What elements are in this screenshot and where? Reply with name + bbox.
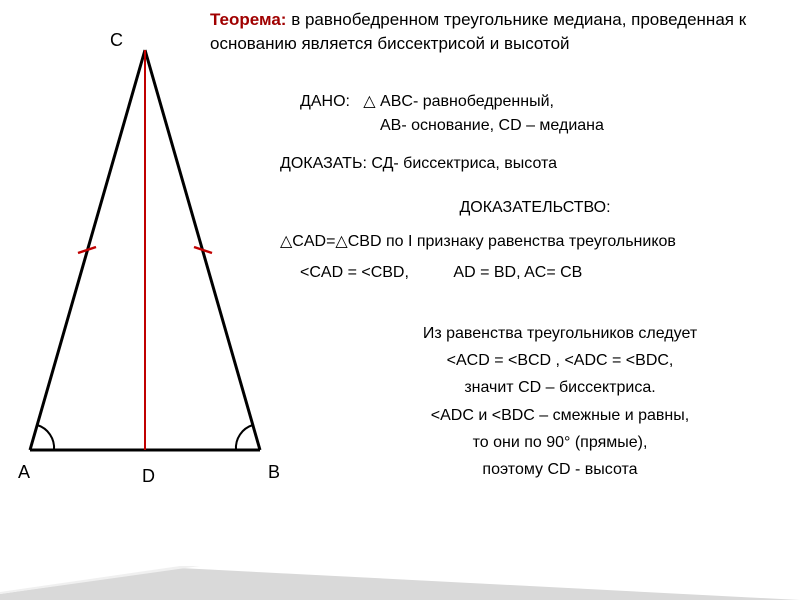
angle-arc-A bbox=[37, 425, 54, 450]
label-C: C bbox=[110, 30, 123, 51]
conclusions-block: Из равенства треугольников следует <ACD … bbox=[340, 320, 780, 483]
proof-step1: △CAD=△CBD по I признаку равенства треуго… bbox=[280, 229, 790, 255]
conc-line2: <ACD = <BCD , <ADC = <BDC, bbox=[340, 347, 780, 374]
conc-line6: поэтому CD - высота bbox=[340, 456, 780, 483]
given-label: ДАНО: bbox=[300, 93, 350, 110]
theorem-text: в равнобедренном треугольнике медиана, п… bbox=[210, 10, 746, 53]
label-D: D bbox=[142, 466, 155, 487]
conc-line4: <ADC и <BDC – смежные и равны, bbox=[340, 402, 780, 429]
label-B: B bbox=[268, 462, 280, 483]
conc-line5: то они по 90° (прямые), bbox=[340, 429, 780, 456]
triangle-diagram: C A B D bbox=[10, 30, 280, 480]
conc-line1: Из равенства треугольников следует bbox=[340, 320, 780, 347]
theorem-statement: Теорема: в равнобедренном треугольнике м… bbox=[210, 8, 790, 56]
proof-step2b: AD = BD, AC= CB bbox=[453, 260, 582, 286]
proof-step2a: <CAD = <CBD, bbox=[300, 264, 409, 281]
bottom-stripe bbox=[0, 564, 800, 600]
prove-text: СД- биссектриса, высота bbox=[371, 155, 557, 172]
given-line1: △ ABC- равнобедренный, bbox=[363, 93, 554, 110]
triangle-svg bbox=[10, 30, 280, 480]
proof-label: ДОКАЗАТЕЛЬСТВО: bbox=[280, 195, 790, 221]
conc-line3: значит CD – биссектриса. bbox=[340, 374, 780, 401]
theorem-label: Теорема: bbox=[210, 10, 286, 29]
prove-block: ДОКАЗАТЬ: СД- биссектриса, высота bbox=[280, 155, 557, 173]
prove-label: ДОКАЗАТЬ: bbox=[280, 155, 367, 172]
label-A: A bbox=[18, 462, 30, 483]
proof-block: ДОКАЗАТЕЛЬСТВО: △CAD=△CBD по I признаку … bbox=[280, 195, 790, 286]
given-block: ДАНО: △ ABC- равнобедренный, AB- основан… bbox=[300, 90, 780, 138]
angle-arc-B bbox=[236, 425, 253, 450]
given-line2: AB- основание, CD – медиана bbox=[380, 117, 604, 134]
